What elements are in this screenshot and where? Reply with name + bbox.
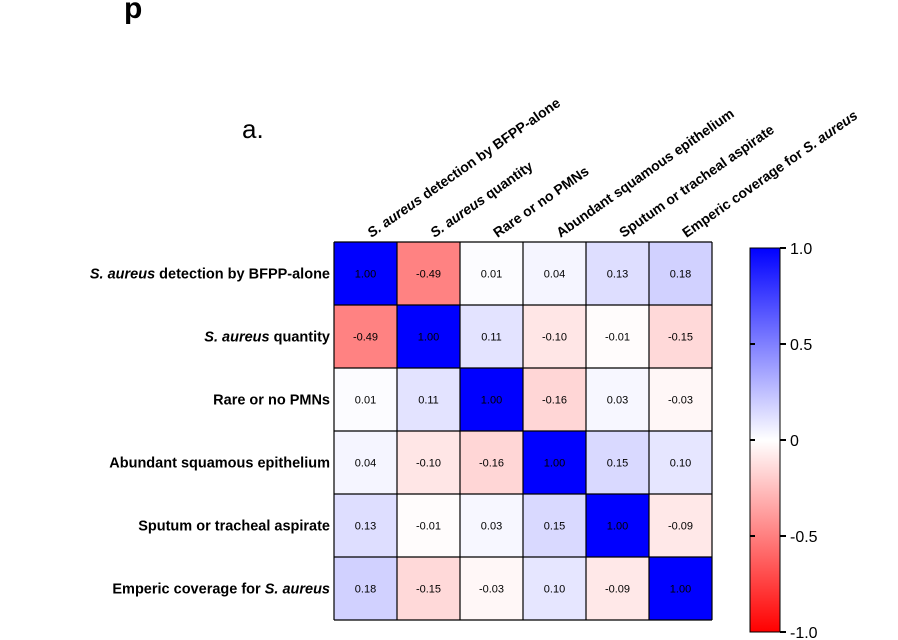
heatmap-cell (334, 368, 397, 431)
row-label: S. aureus detection by BFPP-alone (90, 267, 330, 283)
cell-value-label: -0.03 (668, 395, 693, 407)
cell-value-label: 1.00 (355, 269, 376, 281)
colorbar-tick-label: -1.0 (790, 625, 818, 640)
cell-value-label: 0.15 (607, 458, 628, 470)
cell-value-label: -0.09 (668, 521, 693, 533)
heatmap-cell (523, 431, 586, 494)
heatmap-cell (397, 494, 460, 557)
cell-value-label: 0.11 (418, 395, 439, 407)
heatmap-cell (649, 557, 712, 620)
heatmap-cell (460, 494, 523, 557)
cell-value-label: 0.01 (481, 269, 502, 281)
cell-value-label: 1.00 (670, 584, 691, 596)
cell-value-label: 0.04 (355, 458, 376, 470)
cell-value-label: 0.15 (544, 521, 565, 533)
colorbar-ticks: 1.0 0.5 0 -0.5 -1.0 (750, 241, 818, 640)
cell-value-label: -0.01 (605, 332, 630, 344)
colorbar-tick-label: 0.5 (790, 337, 812, 354)
heatmap-cell (523, 305, 586, 368)
cell-value-label: 1.00 (418, 332, 439, 344)
cell-value-label: -0.49 (353, 332, 378, 344)
cell-value-label: 0.18 (670, 269, 691, 281)
heatmap-cell (649, 431, 712, 494)
heatmap-grid (333, 241, 713, 621)
heatmap-cell (649, 305, 712, 368)
cell-value-label: 0.03 (607, 395, 628, 407)
colorbar-tick-label: -0.5 (790, 529, 818, 546)
cell-value-label: -0.15 (668, 332, 693, 344)
cell-value-label: -0.09 (605, 584, 630, 596)
heatmap-cell (586, 368, 649, 431)
colorbar: 1.0 0.5 0 -0.5 -1.0 (749, 241, 818, 640)
row-labels: S. aureus detection by BFPP-alone S. aure… (90, 267, 330, 598)
cell-value-label: -0.16 (479, 458, 504, 470)
heatmap-cell (334, 494, 397, 557)
heatmap-cell (523, 368, 586, 431)
heatmap-cell (334, 242, 397, 305)
cell-value-label: 0.10 (544, 584, 565, 596)
heatmap-cell (397, 305, 460, 368)
cell-value-label: 0.04 (544, 269, 565, 281)
heatmap-cell (523, 242, 586, 305)
heatmap-cell (523, 557, 586, 620)
cell-value-label: 0.18 (355, 584, 376, 596)
colorbar-tick-label: 1.0 (790, 241, 812, 258)
row-label: Rare or no PMNs (213, 393, 330, 409)
heatmap-cell (334, 431, 397, 494)
colorbar-tick-label: 0 (790, 433, 799, 450)
cell-value-label: -0.16 (542, 395, 567, 407)
cell-value-label: 1.00 (481, 395, 502, 407)
row-label: Sputum or tracheal aspirate (138, 519, 330, 535)
heatmap-cell (334, 557, 397, 620)
heatmap-cell (460, 368, 523, 431)
heatmap-cell (460, 557, 523, 620)
row-label: S. aureus quantity (204, 330, 330, 346)
heatmap-cell (586, 494, 649, 557)
cell-value-label: 0.10 (670, 458, 691, 470)
heatmap-cell (586, 305, 649, 368)
row-label: Abundant squamous epithelium (109, 456, 330, 472)
heatmap-cell (397, 242, 460, 305)
cell-value-label: 1.00 (607, 521, 628, 533)
cell-value-label: -0.01 (416, 521, 441, 533)
cell-value-label: 0.03 (481, 521, 502, 533)
panel-letter: a. (242, 114, 264, 144)
heatmap-cell (649, 242, 712, 305)
cell-value-label: 0.11 (481, 332, 502, 344)
cell-value-label: 0.13 (607, 269, 628, 281)
cell-value-label: -0.10 (542, 332, 567, 344)
heatmap-cell (649, 368, 712, 431)
heatmap-cells: 1.00 -0.49 0.01 0.04 0.13 0.18 -0.49 1.00 0.11 -0… (334, 242, 712, 620)
cell-value-label: -0.49 (416, 269, 441, 281)
row-label: Emperic coverage for S. aureus (112, 582, 330, 598)
cell-value-label: -0.15 (416, 584, 441, 596)
heatmap-cell (586, 242, 649, 305)
heatmap-cell (586, 557, 649, 620)
heatmap-cell (649, 494, 712, 557)
column-label: S. aureus quantity (427, 158, 536, 241)
heatmap-cell (334, 305, 397, 368)
heatmap-cell (523, 494, 586, 557)
heatmap-cell (460, 242, 523, 305)
heatmap-cell (397, 557, 460, 620)
cell-value-label: 0.01 (355, 395, 376, 407)
heatmap-cell (397, 431, 460, 494)
cell-value-label: -0.10 (416, 458, 441, 470)
cell-value-label: -0.03 (479, 584, 504, 596)
heatmap-cell (460, 431, 523, 494)
heading-fragment: p (124, 0, 142, 25)
cell-value-label: 0.13 (355, 521, 376, 533)
heatmap-cell (397, 368, 460, 431)
heatmap-cell (586, 431, 649, 494)
cell-value-label: 1.00 (544, 458, 565, 470)
heatmap-cell (460, 305, 523, 368)
